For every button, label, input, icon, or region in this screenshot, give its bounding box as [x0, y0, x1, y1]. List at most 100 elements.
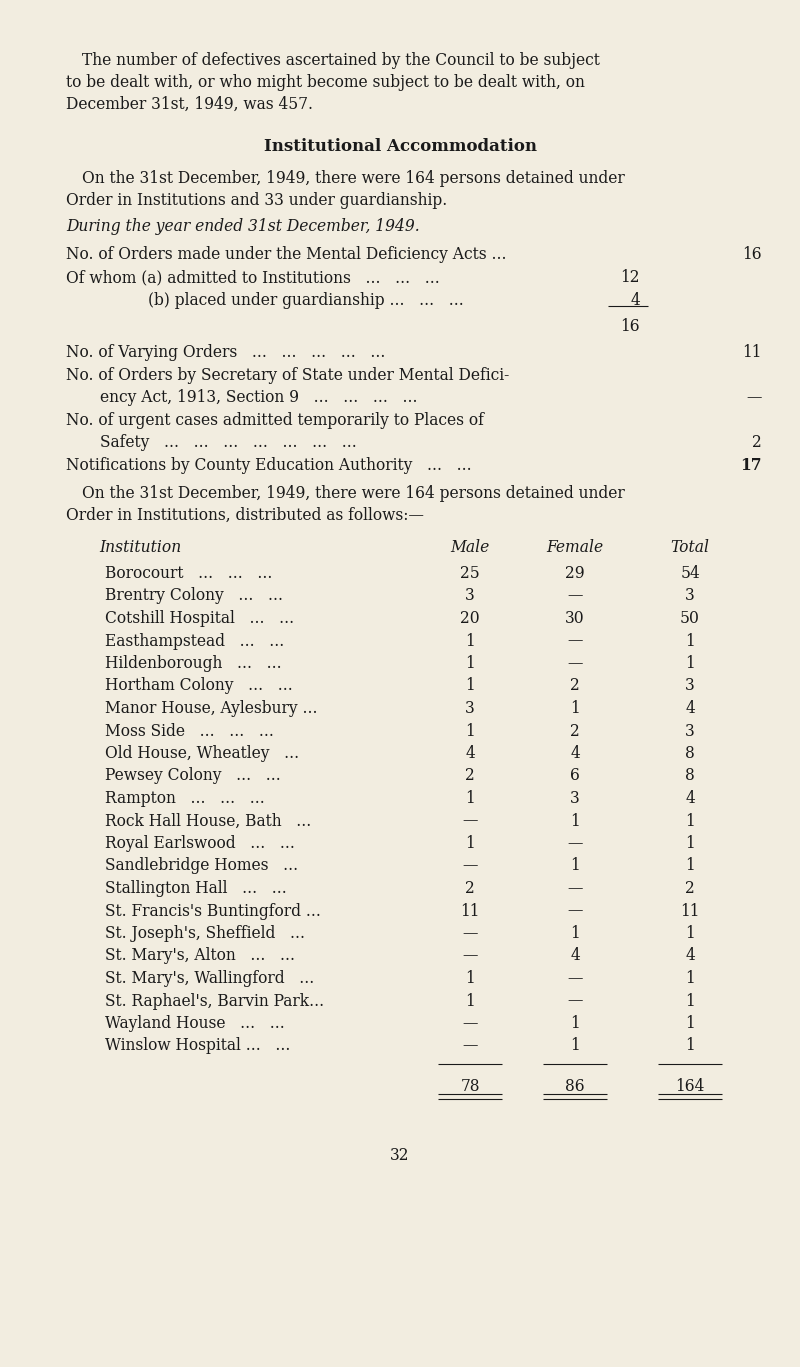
Text: 16: 16 [620, 319, 640, 335]
Text: Old House, Wheatley   ...: Old House, Wheatley ... [105, 745, 299, 761]
Text: 4: 4 [630, 293, 640, 309]
Text: 4: 4 [685, 790, 695, 807]
Text: 2: 2 [570, 678, 580, 694]
Text: 11: 11 [460, 902, 480, 920]
Text: 1: 1 [685, 633, 695, 649]
Text: —: — [567, 880, 582, 897]
Text: 25: 25 [460, 565, 480, 582]
Text: to be dealt with, or who might become subject to be dealt with, on: to be dealt with, or who might become su… [66, 74, 585, 92]
Text: 1: 1 [685, 812, 695, 830]
Text: 3: 3 [465, 700, 475, 718]
Text: Moss Side   ...   ...   ...: Moss Side ... ... ... [105, 723, 274, 740]
Text: 8: 8 [685, 745, 695, 761]
Text: 86: 86 [565, 1079, 585, 1095]
Text: 1: 1 [570, 1038, 580, 1054]
Text: 32: 32 [390, 1147, 410, 1163]
Text: No. of Orders by Secretary of State under Mental Defici-: No. of Orders by Secretary of State unde… [66, 366, 510, 384]
Text: St. Mary's, Alton   ...   ...: St. Mary's, Alton ... ... [105, 947, 295, 965]
Text: —: — [567, 588, 582, 604]
Text: Safety   ...   ...   ...   ...   ...   ...   ...: Safety ... ... ... ... ... ... ... [100, 433, 357, 451]
Text: 17: 17 [741, 457, 762, 474]
Text: Hildenborough   ...   ...: Hildenborough ... ... [105, 655, 282, 673]
Text: 1: 1 [570, 857, 580, 875]
Text: Pewsey Colony   ...   ...: Pewsey Colony ... ... [105, 767, 281, 785]
Text: 2: 2 [685, 880, 695, 897]
Text: 4: 4 [570, 745, 580, 761]
Text: 1: 1 [570, 925, 580, 942]
Text: 1: 1 [685, 655, 695, 673]
Text: 4: 4 [685, 700, 695, 718]
Text: Royal Earlswood   ...   ...: Royal Earlswood ... ... [105, 835, 295, 852]
Text: December 31st, 1949, was 457.: December 31st, 1949, was 457. [66, 96, 313, 113]
Text: 3: 3 [685, 588, 695, 604]
Text: (b) placed under guardianship ...   ...   ...: (b) placed under guardianship ... ... ..… [148, 293, 464, 309]
Text: —: — [567, 633, 582, 649]
Text: On the 31st December, 1949, there were 164 persons detained under: On the 31st December, 1949, there were 1… [82, 170, 625, 187]
Text: Brentry Colony   ...   ...: Brentry Colony ... ... [105, 588, 283, 604]
Text: No. of urgent cases admitted temporarily to Places of: No. of urgent cases admitted temporarily… [66, 411, 484, 429]
Text: —: — [567, 902, 582, 920]
Text: —: — [567, 655, 582, 673]
Text: —: — [462, 1016, 478, 1032]
Text: During the year ended 31st December, 1949.: During the year ended 31st December, 194… [66, 217, 420, 235]
Text: Cotshill Hospital   ...   ...: Cotshill Hospital ... ... [105, 610, 294, 627]
Text: —: — [462, 947, 478, 965]
Text: 1: 1 [685, 857, 695, 875]
Text: Winslow Hospital ...   ...: Winslow Hospital ... ... [105, 1038, 290, 1054]
Text: 164: 164 [675, 1079, 705, 1095]
Text: 1: 1 [570, 700, 580, 718]
Text: 4: 4 [685, 947, 695, 965]
Text: Total: Total [670, 539, 710, 556]
Text: —: — [462, 812, 478, 830]
Text: 1: 1 [685, 835, 695, 852]
Text: 1: 1 [685, 1038, 695, 1054]
Text: 2: 2 [465, 880, 475, 897]
Text: 78: 78 [460, 1079, 480, 1095]
Text: Rampton   ...   ...   ...: Rampton ... ... ... [105, 790, 265, 807]
Text: Notifications by County Education Authority   ...   ...: Notifications by County Education Author… [66, 457, 472, 474]
Text: 50: 50 [680, 610, 700, 627]
Text: 1: 1 [685, 992, 695, 1009]
Text: 4: 4 [570, 947, 580, 965]
Text: 1: 1 [570, 812, 580, 830]
Text: 12: 12 [621, 269, 640, 286]
Text: 1: 1 [465, 678, 475, 694]
Text: 1: 1 [685, 1016, 695, 1032]
Text: Hortham Colony   ...   ...: Hortham Colony ... ... [105, 678, 293, 694]
Text: Rock Hall House, Bath   ...: Rock Hall House, Bath ... [105, 812, 311, 830]
Text: 1: 1 [465, 971, 475, 987]
Text: Institutional Accommodation: Institutional Accommodation [263, 138, 537, 154]
Text: Of whom (a) admitted to Institutions   ...   ...   ...: Of whom (a) admitted to Institutions ...… [66, 269, 440, 286]
Text: 1: 1 [465, 992, 475, 1009]
Text: 2: 2 [465, 767, 475, 785]
Text: 3: 3 [465, 588, 475, 604]
Text: On the 31st December, 1949, there were 164 persons detained under: On the 31st December, 1949, there were 1… [82, 485, 625, 502]
Text: —: — [567, 971, 582, 987]
Text: Stallington Hall   ...   ...: Stallington Hall ... ... [105, 880, 286, 897]
Text: Male: Male [450, 539, 490, 556]
Text: 29: 29 [565, 565, 585, 582]
Text: 3: 3 [685, 678, 695, 694]
Text: 2: 2 [570, 723, 580, 740]
Text: 16: 16 [742, 246, 762, 262]
Text: 3: 3 [570, 790, 580, 807]
Text: St. Raphael's, Barvin Park...: St. Raphael's, Barvin Park... [105, 992, 324, 1009]
Text: 3: 3 [685, 723, 695, 740]
Text: —: — [462, 925, 478, 942]
Text: 1: 1 [465, 790, 475, 807]
Text: Order in Institutions and 33 under guardianship.: Order in Institutions and 33 under guard… [66, 191, 447, 209]
Text: No. of Orders made under the Mental Deficiency Acts ...: No. of Orders made under the Mental Defi… [66, 246, 506, 262]
Text: 54: 54 [680, 565, 700, 582]
Text: —: — [567, 992, 582, 1009]
Text: 1: 1 [685, 971, 695, 987]
Text: Manor House, Aylesbury ...: Manor House, Aylesbury ... [105, 700, 318, 718]
Text: Female: Female [546, 539, 603, 556]
Text: St. Joseph's, Sheffield   ...: St. Joseph's, Sheffield ... [105, 925, 305, 942]
Text: ency Act, 1913, Section 9   ...   ...   ...   ...: ency Act, 1913, Section 9 ... ... ... ..… [100, 390, 418, 406]
Text: —: — [462, 1038, 478, 1054]
Text: The number of defectives ascertained by the Council to be subject: The number of defectives ascertained by … [82, 52, 600, 68]
Text: 2: 2 [752, 433, 762, 451]
Text: St. Francis's Buntingford ...: St. Francis's Buntingford ... [105, 902, 321, 920]
Text: 1: 1 [685, 925, 695, 942]
Text: 11: 11 [680, 902, 700, 920]
